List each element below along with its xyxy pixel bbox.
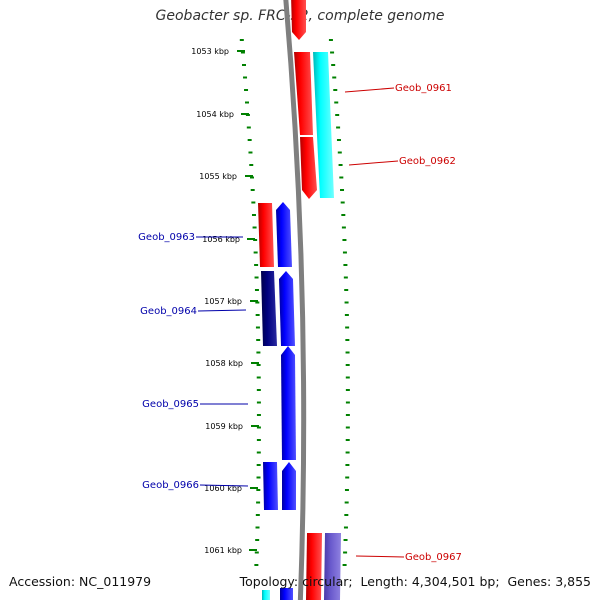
scale-label-1053: 1053 kbp [191, 47, 229, 56]
leader-line-geob-0964 [197, 309, 247, 312]
genome-backbone [283, 0, 307, 600]
length-label: Length: [360, 574, 408, 589]
accession-label: Accession: [9, 574, 76, 589]
gene-label-geob-0961[interactable]: Geob_0961 [395, 83, 452, 94]
gene-arrow-geob-0966-right [282, 462, 296, 510]
gene-arrow-partial-top [291, 0, 306, 40]
gene-arrow-partial-bottom-blue [280, 588, 293, 600]
length-value: 4,304,501 bp [411, 574, 496, 589]
scale-label-1058: 1058 kbp [205, 359, 243, 368]
accession-info: Accession: NC_011979 [9, 574, 151, 589]
genes-label: Genes: [507, 574, 552, 589]
scale-label-1054: 1054 kbp [196, 110, 234, 119]
genome-stats: Topology: circular; Length: 4,304,501 bp… [239, 574, 591, 589]
scale-label-1057: 1057 kbp [204, 297, 242, 306]
gene-arrow-geob-0962 [300, 137, 317, 199]
gene-label-geob-0963[interactable]: Geob_0963 [138, 232, 195, 243]
gene-label-geob-0964[interactable]: Geob_0964 [140, 306, 197, 317]
scale-label-1055: 1055 kbp [199, 172, 237, 181]
topology-value: circular [302, 574, 349, 589]
gene-arrow-geob-0961-cyan [313, 52, 334, 198]
gene-arrow-geob-0964-navy [261, 271, 277, 346]
topology-label: Topology: [239, 574, 299, 589]
scale-label-1061: 1061 kbp [204, 546, 242, 555]
leader-line-geob-0966 [199, 484, 249, 487]
gene-arrow-geob-0967-slate [324, 533, 341, 600]
gene-label-geob-0966[interactable]: Geob_0966 [142, 480, 199, 491]
gene-arrow-partial-bottom-cyan [262, 590, 270, 600]
leader-line-geob-0961 [344, 87, 395, 93]
genes-value: 3,855 [555, 574, 591, 589]
gene-arrow-geob-0961-red [294, 52, 313, 135]
scale-label-1056: 1056 kbp [202, 235, 240, 244]
gene-label-geob-0965[interactable]: Geob_0965 [142, 399, 199, 410]
gene-arrow-geob-0963-red [258, 203, 274, 267]
scale-ring-inner [239, 39, 261, 566]
scale-label-1059: 1059 kbp [205, 422, 243, 431]
gene-arrow-geob-0965 [281, 346, 296, 460]
gene-arrow-geob-0964-blue [279, 271, 295, 346]
gene-label-geob-0967[interactable]: Geob_0967 [405, 552, 462, 563]
leader-line-geob-0962 [348, 160, 399, 166]
gene-arrow-geob-0963-blue [276, 202, 292, 267]
gene-label-geob-0962[interactable]: Geob_0962 [399, 156, 456, 167]
gene-arrow-geob-0966-left [263, 462, 278, 510]
accession-value: NC_011979 [79, 574, 152, 589]
scale-ring-outer [328, 39, 350, 566]
gene-arrow-geob-0967-red [306, 533, 322, 600]
scale-label-1060: 1060 kbp [204, 484, 242, 493]
leader-line-geob-0967 [355, 555, 405, 558]
